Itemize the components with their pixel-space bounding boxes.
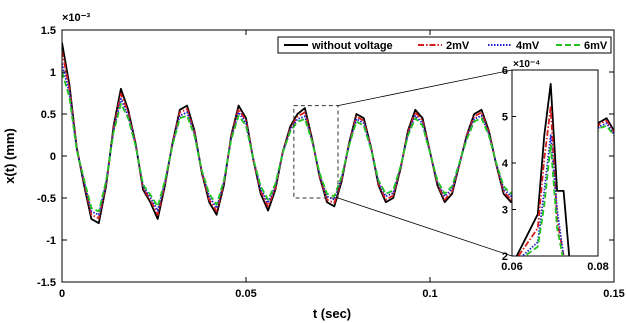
inset-exponent-label: ×10⁻⁴	[513, 59, 540, 70]
zoom-box	[293, 105, 339, 199]
inset-series-line-2mv	[517, 106, 565, 256]
inset-x-tick-label: 0.06	[501, 261, 522, 273]
inset-series-line-6mv	[523, 143, 564, 256]
y-tick-label: -1	[46, 235, 56, 247]
y-tick-label: -0.5	[37, 193, 56, 205]
legend-box	[277, 36, 612, 54]
inset-y-tick-label: 4	[502, 158, 509, 170]
inset-y-tick-label: 2	[502, 251, 508, 263]
y-tick-label: 1	[50, 67, 56, 79]
x-axis-label: t (sec)	[313, 306, 351, 321]
y-axis-label: x(t) (mm)	[2, 128, 17, 184]
inset-series-line-without-voltage	[515, 83, 571, 256]
inset-y-tick-label: 6	[502, 65, 508, 77]
x-tick-label: 0.05	[235, 288, 256, 300]
zoom-indicator	[293, 69, 513, 257]
y-tick-label: 0	[50, 151, 56, 163]
inset-x-tick-label: 0.08	[587, 261, 608, 273]
x-tick-label: 0.1	[422, 288, 437, 300]
legend-label: 6mV	[584, 40, 608, 52]
zoom-connector-top	[337, 69, 513, 106]
main-axes: -1.5 -1 -0.5 0 0.5 1 1.5 0 0.05 0.1 0.15	[37, 25, 625, 300]
inset-plot: 2 3 4 5 6 0.06 0.08	[501, 65, 608, 273]
inset-y-tick-label: 5	[502, 112, 508, 124]
y-tick-label: 0.5	[41, 109, 56, 121]
inset-series-line-4mv	[520, 134, 565, 256]
x-tick-label: 0.15	[603, 288, 624, 300]
y-exponent-label: ×10⁻³	[62, 12, 90, 24]
legend-label: without voltage	[311, 40, 393, 52]
inset-y-tick-label: 3	[502, 205, 508, 217]
legend-label: 2mV	[446, 40, 470, 52]
legend: without voltage 2mV 4mV 6mV	[277, 36, 612, 54]
inset-series-group	[515, 83, 571, 256]
x-tick-label: 0	[59, 288, 65, 300]
legend-label: 4mV	[516, 40, 540, 52]
y-tick-label: -1.5	[37, 277, 56, 289]
y-tick-label: 1.5	[41, 25, 56, 37]
zoom-connector-bottom	[337, 197, 513, 257]
